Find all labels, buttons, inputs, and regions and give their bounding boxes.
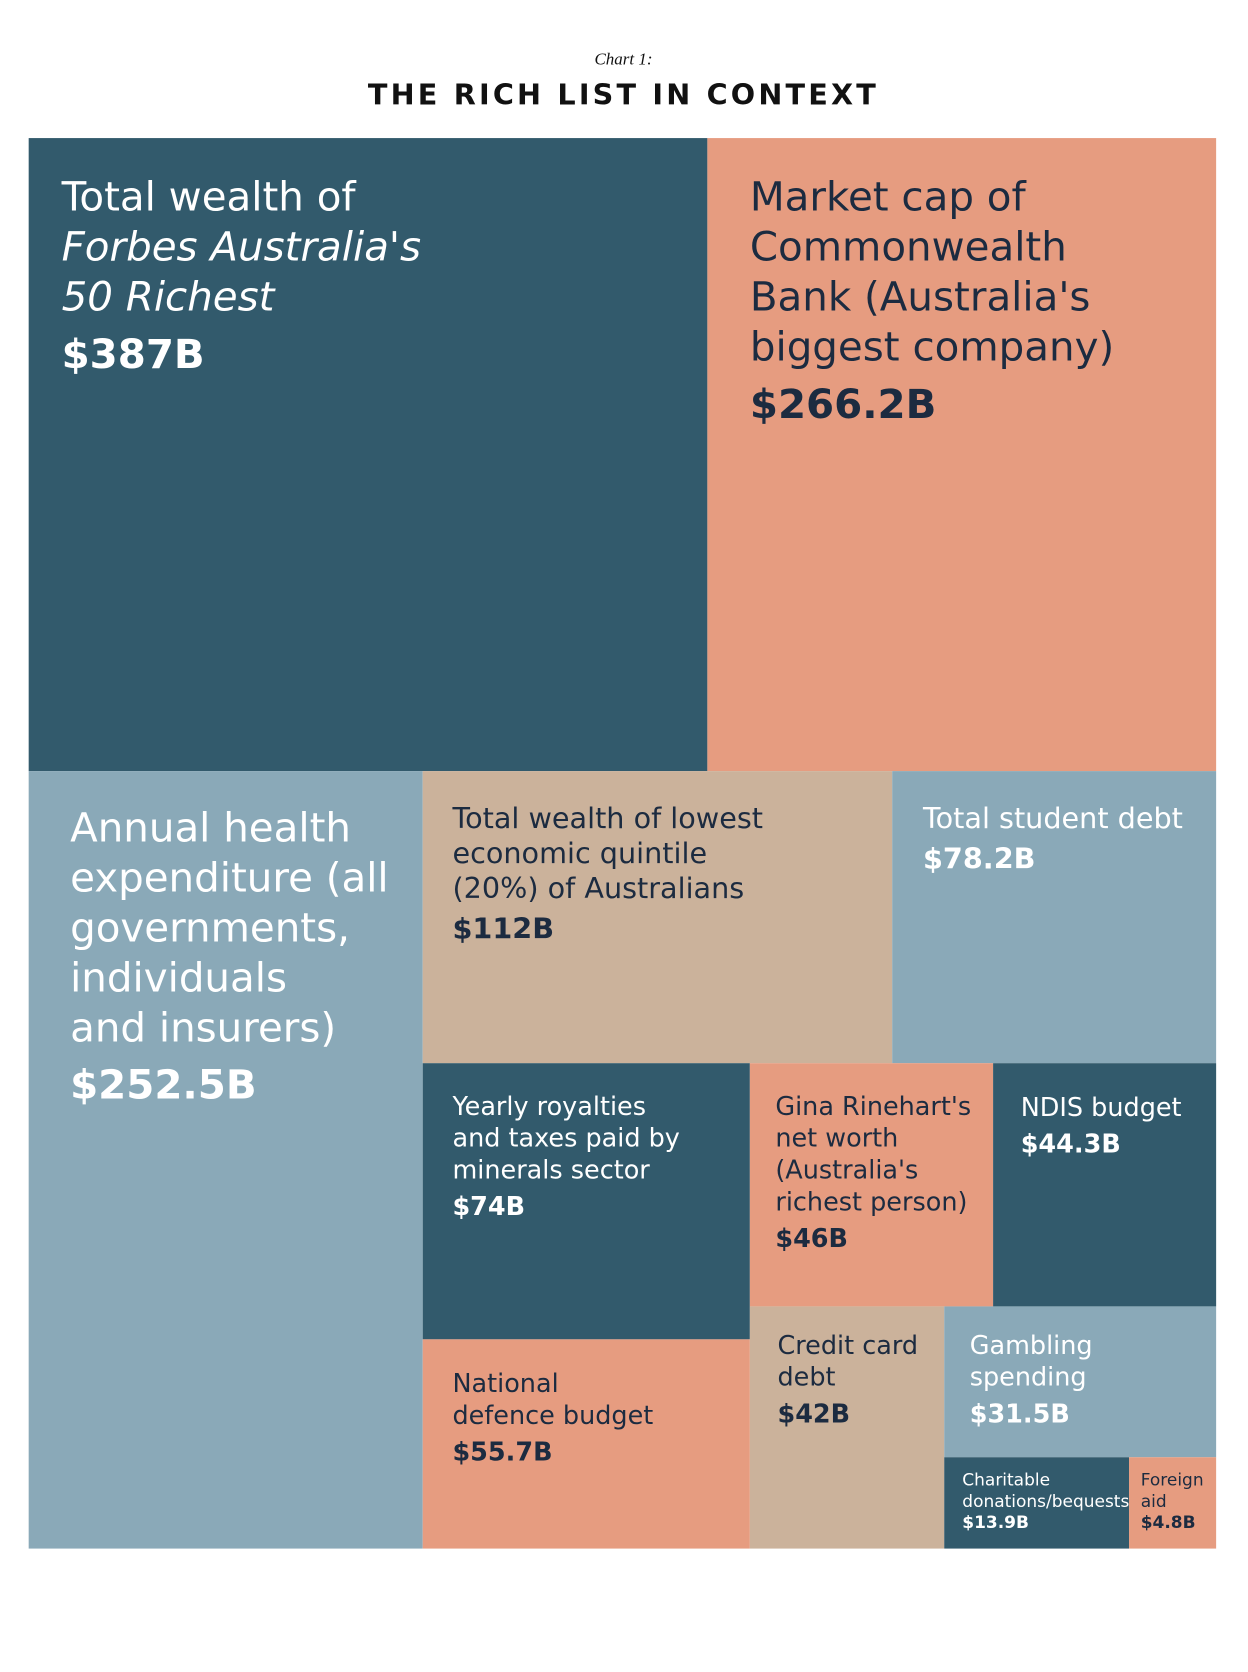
treemap-cell	[749, 1063, 994, 1307]
treemap-cell	[749, 1306, 945, 1549]
cell-label: National	[452, 1369, 558, 1399]
treemap-cell	[892, 771, 1217, 1064]
cell-label: defence budget	[452, 1401, 653, 1431]
cell-label: and taxes paid by	[452, 1124, 679, 1154]
cell-label: Charitable	[962, 1471, 1050, 1491]
cell-label: Forbes Australia's	[62, 224, 421, 271]
cell-label: aid	[1141, 1492, 1167, 1512]
cell-label: expenditure (all	[70, 855, 389, 902]
cell-label: and insurers)	[70, 1004, 336, 1051]
chart-title: THE RICH LIST IN CONTEXT	[368, 78, 879, 112]
cell-label: spending	[970, 1363, 1087, 1393]
cell-label: (20%) of Australians	[452, 871, 744, 905]
value-label: $42B	[777, 1399, 850, 1429]
value-label: $55.7B	[452, 1438, 552, 1468]
cell-label: individuals	[70, 954, 287, 1001]
treemap-cell	[944, 1306, 1217, 1458]
cell-label: donations/bequests	[962, 1492, 1129, 1512]
treemap-cell	[707, 138, 1217, 772]
value-label: $4.8B	[1141, 1513, 1196, 1533]
treemap-cell	[422, 1063, 750, 1340]
value-label: $252.5B	[70, 1062, 257, 1109]
value-label: $44.3B	[1021, 1130, 1121, 1160]
value-label: $31.5B	[970, 1399, 1070, 1429]
cell-label: Market cap of	[750, 174, 1027, 221]
value-label: $387B	[62, 331, 205, 378]
cell-label: Bank (Australia's	[750, 274, 1091, 321]
cell-label: Gina Rinehart's	[775, 1092, 971, 1122]
cell-label: (Australia's	[775, 1156, 918, 1186]
cell-label: Total wealth of	[61, 174, 357, 221]
treemap-cell	[422, 1339, 750, 1549]
value-label: $112B	[452, 911, 554, 945]
cell-label: Foreign	[1141, 1471, 1204, 1491]
cell-label: biggest company)	[750, 323, 1114, 370]
value-label: $46B	[775, 1224, 848, 1254]
cell-label: Total student debt	[922, 801, 1183, 835]
cell-label: Credit card	[777, 1331, 918, 1361]
treemap-cell	[1129, 1457, 1217, 1549]
treemap-cell	[944, 1457, 1130, 1549]
cell-label: net worth	[775, 1124, 898, 1154]
cell-label: Total wealth of lowest	[451, 801, 763, 835]
cell-label: richest person)	[775, 1187, 967, 1217]
treemap-cell	[28, 771, 423, 1549]
cell-label: debt	[777, 1363, 835, 1393]
chart-subtitle: Chart 1:	[594, 49, 652, 68]
value-label: $74B	[452, 1192, 525, 1222]
value-label: $266.2B	[750, 381, 937, 428]
value-label: $78.2B	[923, 841, 1035, 875]
cell-label: economic quintile	[452, 836, 707, 870]
cell-label: 50 Richest	[62, 274, 277, 321]
treemap-cell	[993, 1063, 1217, 1307]
cell-label: governments,	[70, 904, 350, 951]
value-label: $13.9B	[962, 1513, 1029, 1533]
cell-label: Commonwealth	[750, 224, 1067, 271]
cell-label: Gambling	[970, 1331, 1093, 1361]
cell-label: Annual health	[70, 805, 351, 852]
treemap-cell	[422, 771, 893, 1064]
cell-label: Yearly royalties	[451, 1092, 646, 1122]
cell-label: minerals sector	[452, 1156, 650, 1186]
cell-label: NDIS budget	[1021, 1093, 1182, 1123]
treemap-cell	[28, 138, 708, 772]
